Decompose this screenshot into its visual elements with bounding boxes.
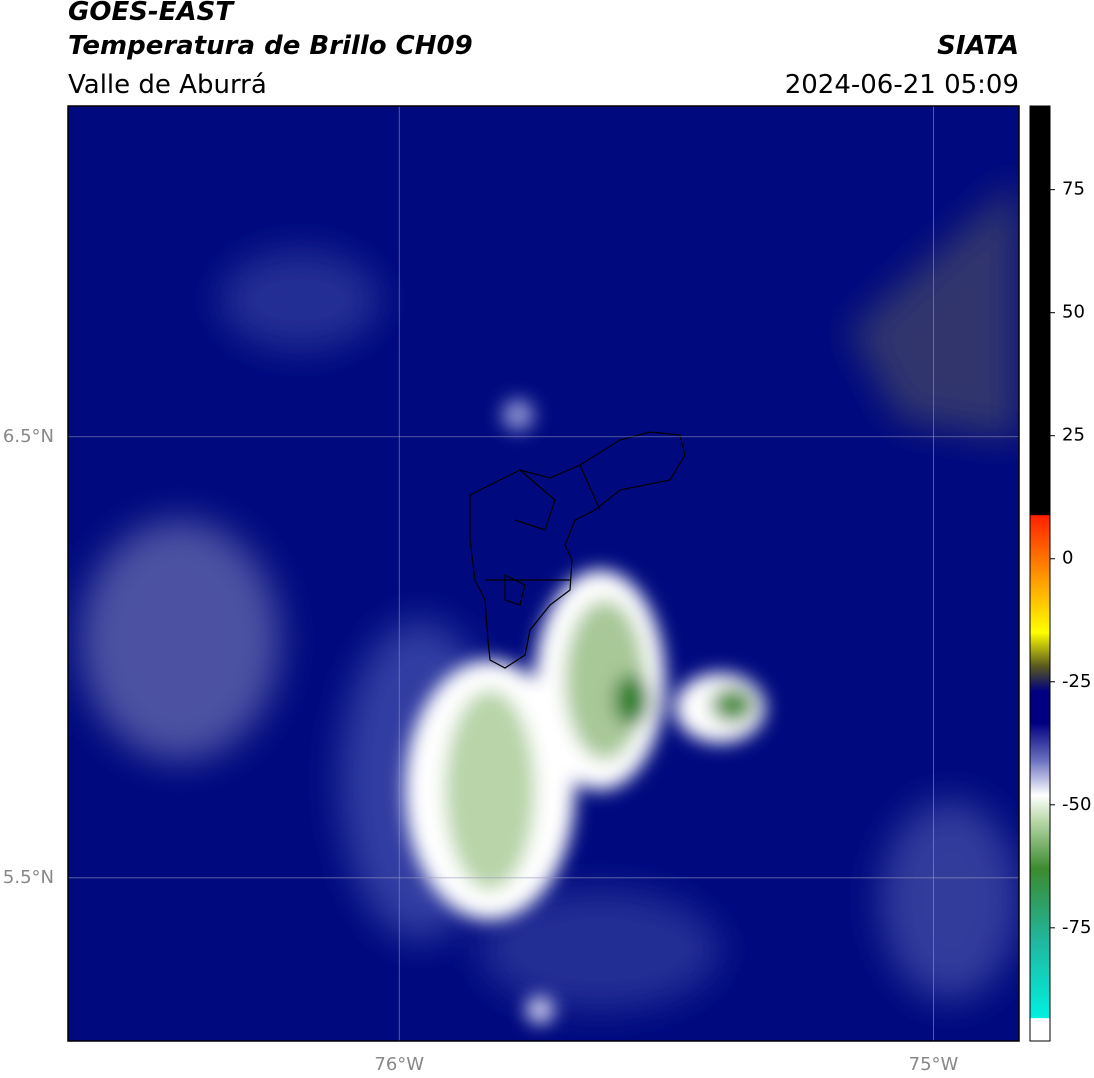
colorbar-tick-label: -25 <box>1062 671 1091 692</box>
map-frame <box>67 105 1020 1042</box>
y-tick-label: 6.5°N <box>3 426 54 447</box>
subtitle: Temperatura de Brillo CH09 <box>68 31 473 61</box>
colorbar-tick-label: 25 <box>1062 425 1085 446</box>
source: SIATA <box>937 31 1019 61</box>
colorbar-tick-label: 0 <box>1062 548 1073 569</box>
y-tick-label: 5.5°N <box>3 867 54 888</box>
satellite-image <box>68 106 1019 1041</box>
grid <box>68 106 1019 1041</box>
datetime: 2024-06-21 05:09 <box>785 70 1019 100</box>
region: Valle de Aburrá <box>68 70 267 100</box>
title: GOES-EAST <box>68 0 235 27</box>
colorbar-tick-label: 75 <box>1062 179 1085 200</box>
x-tick-label: 76°W <box>374 1054 424 1075</box>
colorbar-tick-label: -75 <box>1062 917 1091 938</box>
colorbar <box>1029 105 1051 1042</box>
colorbar-tick-label: 50 <box>1062 302 1085 323</box>
x-tick-label: 75°W <box>909 1054 959 1075</box>
colorbar-tick-label: -50 <box>1062 794 1091 815</box>
municipality-borders <box>469 431 686 669</box>
